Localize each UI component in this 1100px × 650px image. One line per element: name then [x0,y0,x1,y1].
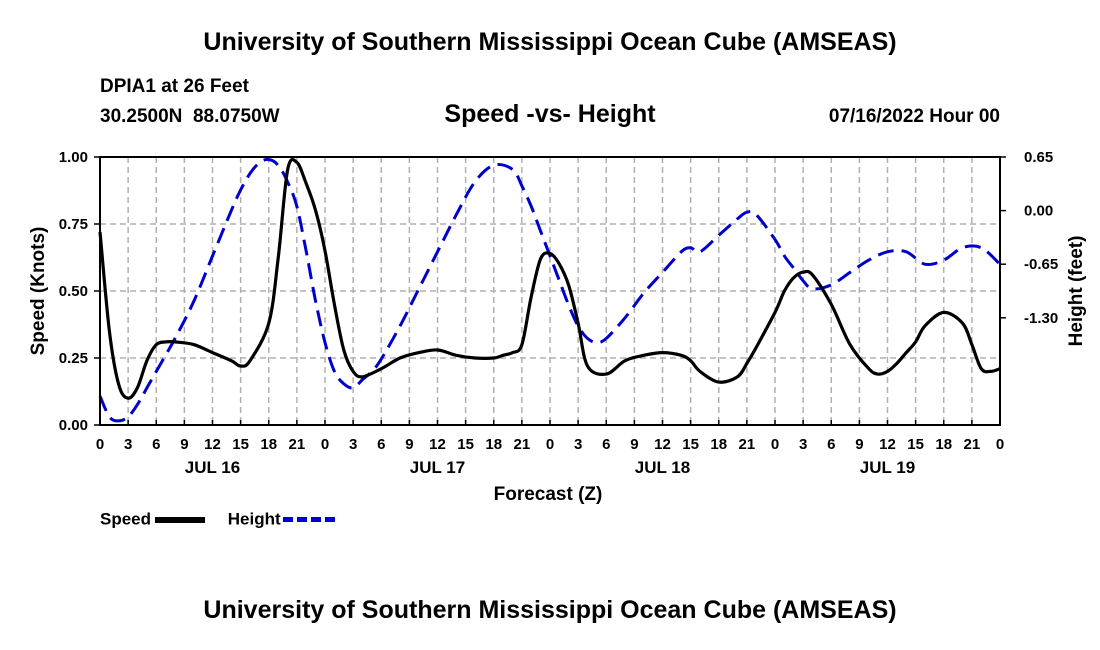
x-tick-label: 9 [630,436,638,453]
grid-layer [100,157,1000,425]
y2-tick-label: 0.00 [1024,203,1053,220]
day-label: JUL 16 [185,458,240,477]
x-tick-label: 18 [485,436,502,453]
x-tick-label: 15 [907,436,924,453]
x-tick-label: 12 [429,436,446,453]
x-tick-label: 15 [457,436,474,453]
x-tick-label: 21 [514,436,531,453]
x-tick-label: 12 [654,436,671,453]
x-tick-label: 21 [739,436,756,453]
series-layer [98,157,1002,423]
x-tick-label: 0 [96,436,104,453]
y-tick-label: 0.50 [59,283,88,300]
day-label: JUL 19 [860,458,915,477]
y-axis-title-left: Speed (Knots) [28,227,49,356]
x-tick-label: 9 [405,436,413,453]
day-label: JUL 17 [410,458,465,477]
x-tick-label: 0 [546,436,554,453]
x-tick-label: 3 [799,436,807,453]
x-tick-label: 9 [855,436,863,453]
x-tick-label: 12 [879,436,896,453]
x-tick-label: 3 [349,436,357,453]
x-tick-label: 6 [152,436,160,453]
station-label: DPIA1 at 26 Feet [100,76,249,97]
x-tick-label: 0 [996,436,1004,453]
legend-speed-label: Speed [100,509,152,529]
x-tick-label: 15 [232,436,249,453]
forecast-datestamp: 07/16/2022 Hour 00 [828,106,1000,127]
plot-frame [99,156,1001,426]
x-tick-label: 9 [180,436,188,453]
label-layer: 0 3 6 9 12 15 18 21 0 3 6 9 12 15 18 21 0 3 6 9 12 15 18 21 0 3 6 9… [59,149,1058,477]
y-axis-title-right: Height (feet) [1066,236,1087,347]
chart-legend: Speed Height [100,509,335,530]
y-tick-label: 0.75 [59,216,88,233]
height-series-line [98,157,1002,423]
x-tick-label: 0 [321,436,329,453]
x-tick-label: 6 [827,436,835,453]
legend-speed-swatch [155,516,206,523]
x-tick-label: 3 [574,436,582,453]
chart-main-title: University of Southern Mississippi Ocean… [203,28,897,56]
x-tick-label: 18 [710,436,727,453]
day-label: JUL 18 [635,458,690,477]
x-tick-label: 3 [124,436,132,453]
x-tick-label: 18 [260,436,277,453]
y2-tick-label: -0.65 [1024,256,1058,273]
x-tick-label: 6 [602,436,610,453]
y-tick-label: 0.25 [59,350,88,367]
y-tick-label: 0.00 [59,417,88,434]
x-tick-label: 12 [204,436,221,453]
chart-subtitle: Speed -vs- Height [444,100,656,128]
y2-tick-label: 0.65 [1024,149,1053,166]
x-tick-label: 6 [377,436,385,453]
legend-height-swatch [282,517,335,523]
y-tick-label: 1.00 [59,149,88,166]
x-tick-label: 21 [964,436,981,453]
x-tick-label: 21 [289,436,306,453]
speed-series-line [98,157,1001,400]
x-tick-label: 0 [771,436,779,453]
x-tick-label: 18 [935,436,952,453]
legend-height-label: Height [227,509,281,529]
y2-tick-label: -1.30 [1024,310,1058,327]
footer-title: University of Southern Mississippi Ocean… [203,596,897,624]
coordinates-label: 30.2500N 88.0750W [100,106,280,127]
x-axis-title: Forecast (Z) [494,484,603,505]
x-tick-label: 15 [682,436,699,453]
